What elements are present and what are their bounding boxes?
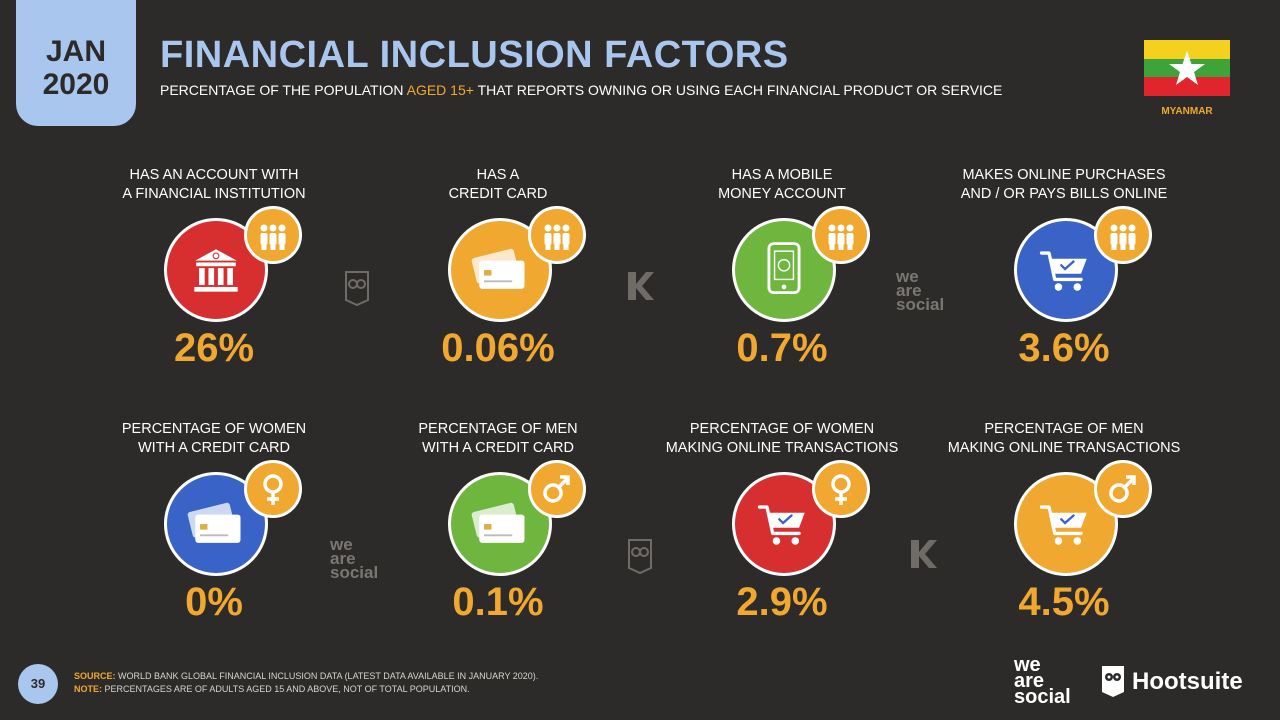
country-label: MYANMAR: [1161, 106, 1213, 117]
stat-value: 0.7%: [736, 326, 828, 370]
hootsuite-owl-watermark-icon: [345, 271, 369, 306]
subtitle-highlight: AGED 15+: [406, 82, 474, 98]
people-icon: [812, 206, 870, 264]
stat-value: 26%: [173, 326, 255, 370]
stat-value: 2.9%: [736, 580, 828, 624]
people-icon: [1094, 206, 1152, 264]
female-icon: [812, 460, 870, 518]
stat-label: PERCENTAGE OF WOMEN MAKING ONLINE TRANSA…: [665, 421, 899, 456]
shopping-cart-icon: [732, 472, 836, 576]
kepios-watermark-icon: [911, 540, 937, 568]
stat-label: PERCENTAGE OF MEN WITH A CREDIT CARD: [418, 421, 578, 456]
we-are-social-watermark: we are social: [330, 535, 379, 582]
date-badge: JAN 2020: [16, 0, 136, 126]
myanmar-flag-icon: [1144, 40, 1230, 96]
stat-label: PERCENTAGE OF WOMEN WITH A CREDIT CARD: [121, 421, 307, 456]
date-month: JAN: [45, 35, 106, 68]
stat-value: 0.1%: [452, 580, 544, 624]
male-icon: [1094, 460, 1152, 518]
kepios-watermark-icon: [628, 272, 654, 300]
stat-value: 0%: [185, 580, 243, 624]
hootsuite-wordmark: Hootsuite: [1132, 668, 1243, 695]
stat-label: HAS AN ACCOUNT WITH A FINANCIAL INSTITUT…: [122, 167, 306, 202]
hootsuite-owl-watermark-icon: [628, 539, 652, 574]
people-icon: [528, 206, 586, 264]
stat-value: 4.5%: [1018, 580, 1110, 624]
stat-label: HAS A MOBILE MONEY ACCOUNT: [718, 167, 846, 202]
page-subtitle: PERCENTAGE OF THE POPULATION AGED 15+ TH…: [160, 82, 1003, 98]
source-line: SOURCE: WORLD BANK GLOBAL FINANCIAL INCL…: [74, 671, 539, 681]
mobile-money-icon: [732, 218, 836, 322]
stat-value: 0.06%: [441, 326, 555, 370]
stat-label: MAKES ONLINE PURCHASES AND / OR PAYS BIL…: [960, 167, 1168, 202]
note-line: NOTE: PERCENTAGES ARE OF ADULTS AGED 15 …: [74, 684, 470, 694]
credit-card-icon: [448, 472, 552, 576]
stat-label: PERCENTAGE OF MEN MAKING ONLINE TRANSACT…: [947, 421, 1181, 456]
date-year: 2020: [42, 68, 110, 101]
stat-label: HAS A CREDIT CARD: [448, 167, 548, 202]
male-icon: [528, 460, 586, 518]
hootsuite-owl-icon: [1102, 666, 1124, 697]
we-are-social-logo: we are social: [1014, 654, 1071, 708]
we-are-social-watermark: we are social: [896, 267, 945, 314]
credit-card-icon: [164, 472, 268, 576]
female-icon: [244, 460, 302, 518]
page-title: FINANCIAL INCLUSION FACTORS: [160, 34, 789, 76]
people-icon: [244, 206, 302, 264]
footer-notes: SOURCE: WORLD BANK GLOBAL FINANCIAL INCL…: [74, 670, 538, 696]
stat-value: 3.6%: [1018, 326, 1110, 370]
page-number: 39: [18, 664, 58, 704]
